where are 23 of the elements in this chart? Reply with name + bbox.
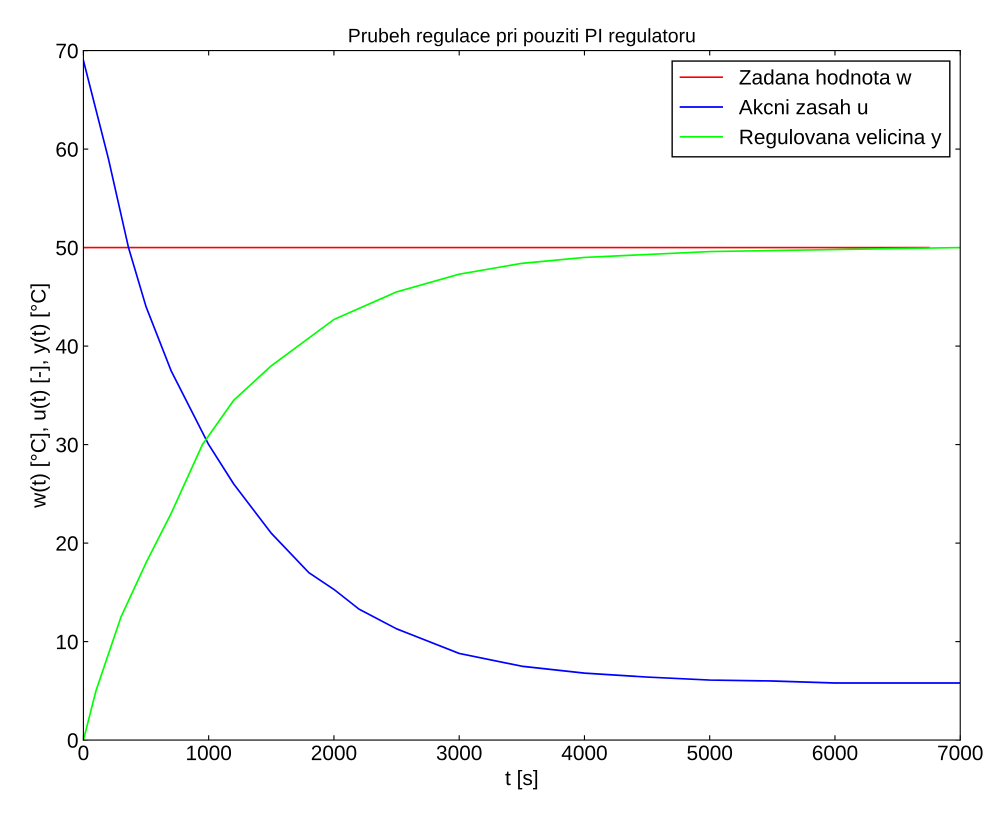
legend-label: Regulovana velicina y xyxy=(740,129,942,148)
x-tick-label: 3000 xyxy=(436,746,482,760)
legend-label: Akcni zasah u xyxy=(738,99,868,114)
y-tick-label: 60 xyxy=(56,142,78,157)
y-tick-label: 40 xyxy=(56,339,78,354)
y-tick-label: 70 xyxy=(56,44,78,58)
y-tick-label: 10 xyxy=(56,634,78,650)
legend-label: Zadana hodnota w xyxy=(739,69,912,85)
y-tick-label: 30 xyxy=(56,438,78,452)
line-series xyxy=(83,60,960,684)
x-tick-label: 0 xyxy=(78,746,88,760)
x-tick-label: 1000 xyxy=(187,746,232,760)
y-axis-title: w(t) [°C], u(t) [-], y(t) [°C] xyxy=(30,284,50,508)
x-tick-label: 4000 xyxy=(562,746,607,760)
x-tick-label: 6000 xyxy=(812,746,858,760)
x-tick-label: 2000 xyxy=(312,746,356,760)
x-tick-label: 5000 xyxy=(687,746,732,760)
chart-title: Prubeh regulace pri pouziti PI regulatoru xyxy=(349,28,695,46)
x-axis-title: t [s] xyxy=(505,770,538,790)
x-tick-label: 7000 xyxy=(938,746,983,760)
y-tick-label: 0 xyxy=(68,733,78,748)
y-tick-label: 20 xyxy=(56,536,78,551)
y-tick-label: 50 xyxy=(56,240,78,256)
